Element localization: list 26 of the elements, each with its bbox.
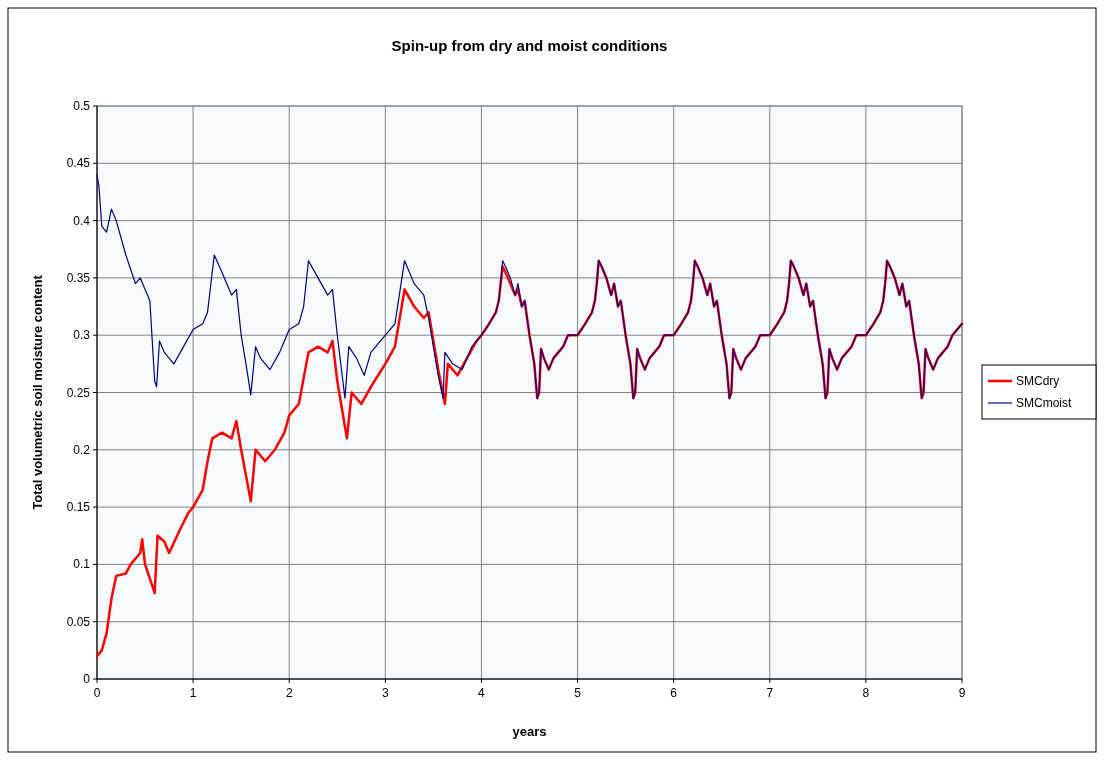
y-tick-label: 0.3 — [73, 328, 91, 343]
x-tick-label: 2 — [285, 686, 293, 700]
x-tick-label: 4 — [478, 686, 486, 700]
x-tick-label: 0 — [93, 686, 101, 700]
y-tick-label: 0.1 — [73, 557, 91, 572]
legend-label: SMCdry — [1016, 374, 1060, 388]
y-tick-label: 0.15 — [66, 500, 91, 515]
y-tick-label: 0.05 — [66, 614, 91, 629]
y-tick-label: 0.35 — [66, 270, 91, 285]
y-tick-label: 0.25 — [66, 385, 91, 400]
x-tick-label: 8 — [862, 686, 870, 700]
x-tick-label: 3 — [381, 686, 389, 700]
x-tick-label: 6 — [670, 686, 678, 700]
y-axis-title: Total volumetric soil moisture content — [30, 274, 45, 510]
chart-title: Spin-up from dry and moist conditions — [391, 37, 668, 54]
y-tick-label: 0 — [83, 672, 91, 686]
x-tick-label: 5 — [574, 686, 582, 700]
y-tick-label: 0.45 — [66, 156, 91, 171]
x-tick-label: 1 — [189, 686, 197, 700]
x-tick-label: 7 — [766, 686, 774, 700]
legend-label: SMCmoist — [1016, 396, 1072, 410]
y-tick-label: 0.2 — [73, 442, 91, 457]
y-tick-label: 0.4 — [73, 213, 91, 228]
x-tick-label: 9 — [958, 686, 966, 700]
y-tick-label: 0.5 — [73, 99, 91, 113]
x-axis-title: years — [512, 724, 547, 739]
